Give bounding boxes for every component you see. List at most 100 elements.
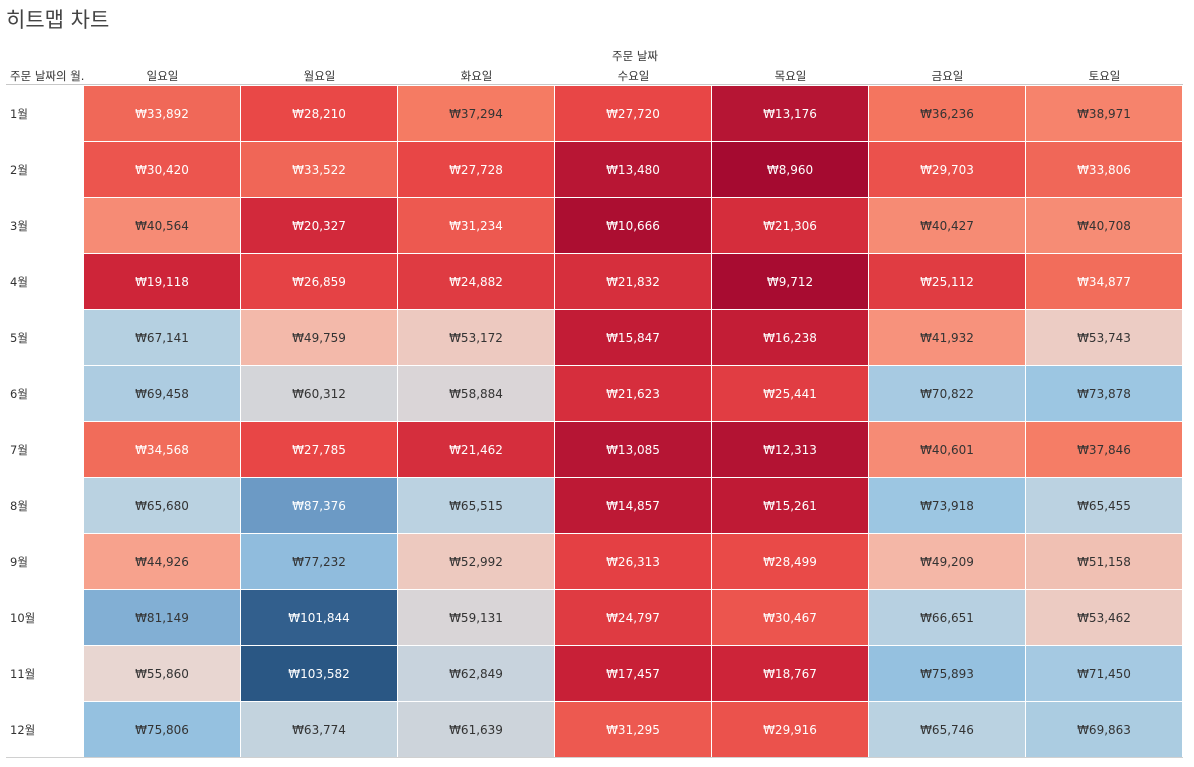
heatmap-cell[interactable]: ₩33,806 xyxy=(1026,142,1183,198)
heatmap-cell[interactable]: ₩24,882 xyxy=(398,254,555,310)
row-header: 4월 xyxy=(10,275,28,289)
heatmap-cell[interactable]: ₩24,797 xyxy=(555,590,712,646)
heatmap-cell[interactable]: ₩53,743 xyxy=(1026,310,1183,366)
heatmap-cell[interactable]: ₩36,236 xyxy=(869,86,1026,142)
column-header: 토요일 xyxy=(1088,69,1121,83)
heatmap-cell[interactable]: ₩29,703 xyxy=(869,142,1026,198)
row-header: 8월 xyxy=(10,499,28,513)
heatmap-cell[interactable]: ₩70,822 xyxy=(869,366,1026,422)
heatmap-cell[interactable]: ₩41,932 xyxy=(869,310,1026,366)
heatmap-cell[interactable]: ₩21,832 xyxy=(555,254,712,310)
heatmap-cell[interactable]: ₩8,960 xyxy=(712,142,869,198)
column-header: 목요일 xyxy=(774,69,807,83)
heatmap-cell[interactable]: ₩65,515 xyxy=(398,478,555,534)
heatmap-cell[interactable]: ₩67,141 xyxy=(84,310,241,366)
row-field-label[interactable]: 주문 날짜의 월 xyxy=(10,68,84,84)
column-header: 금요일 xyxy=(931,69,964,83)
heatmap-cell[interactable]: ₩77,232 xyxy=(241,534,398,590)
heatmap-cell[interactable]: ₩31,234 xyxy=(398,198,555,254)
column-header: 월요일 xyxy=(303,69,336,83)
heatmap-cell[interactable]: ₩37,846 xyxy=(1026,422,1183,478)
heatmap-cell[interactable]: ₩21,623 xyxy=(555,366,712,422)
heatmap-cell[interactable]: ₩40,427 xyxy=(869,198,1026,254)
heatmap-cell[interactable]: ₩65,455 xyxy=(1026,478,1183,534)
heatmap-cell[interactable]: ₩28,499 xyxy=(712,534,869,590)
heatmap-cell[interactable]: ₩51,158 xyxy=(1026,534,1183,590)
heatmap-cell[interactable]: ₩21,462 xyxy=(398,422,555,478)
column-header: 수요일 xyxy=(617,69,650,83)
column-field-label: 주문 날짜 xyxy=(612,49,658,63)
heatmap-cell[interactable]: ₩29,916 xyxy=(712,702,869,758)
heatmap-cell[interactable]: ₩20,327 xyxy=(241,198,398,254)
heatmap-cell[interactable]: ₩25,112 xyxy=(869,254,1026,310)
heatmap-cell[interactable]: ₩40,601 xyxy=(869,422,1026,478)
heatmap-cell[interactable]: ₩52,992 xyxy=(398,534,555,590)
heatmap-cell[interactable]: ₩33,892 xyxy=(84,86,241,142)
heatmap-cell[interactable]: ₩30,467 xyxy=(712,590,869,646)
heatmap-cell[interactable]: ₩10,666 xyxy=(555,198,712,254)
heatmap-cell[interactable]: ₩53,462 xyxy=(1026,590,1183,646)
heatmap-cell[interactable]: ₩21,306 xyxy=(712,198,869,254)
heatmap-cell[interactable]: ₩26,859 xyxy=(241,254,398,310)
heatmap-cell[interactable]: ₩28,210 xyxy=(241,86,398,142)
heatmap-cell[interactable]: ₩81,149 xyxy=(84,590,241,646)
heatmap-cell[interactable]: ₩27,720 xyxy=(555,86,712,142)
heatmap-cell[interactable]: ₩62,849 xyxy=(398,646,555,702)
heatmap-cell[interactable]: ₩63,774 xyxy=(241,702,398,758)
heatmap-cell[interactable]: ₩71,450 xyxy=(1026,646,1183,702)
heatmap-cell[interactable]: ₩17,457 xyxy=(555,646,712,702)
heatmap-cell[interactable]: ₩58,884 xyxy=(398,366,555,422)
heatmap-cell[interactable]: ₩61,639 xyxy=(398,702,555,758)
heatmap-cell[interactable]: ₩73,878 xyxy=(1026,366,1183,422)
heatmap-cell[interactable]: ₩49,759 xyxy=(241,310,398,366)
heatmap-cell[interactable]: ₩18,767 xyxy=(712,646,869,702)
heatmap-cell[interactable]: ₩59,131 xyxy=(398,590,555,646)
heatmap-cell[interactable]: ₩25,441 xyxy=(712,366,869,422)
heatmap-cell[interactable]: ₩13,480 xyxy=(555,142,712,198)
heatmap-cell[interactable]: ₩34,568 xyxy=(84,422,241,478)
heatmap-cell[interactable]: ₩13,085 xyxy=(555,422,712,478)
heatmap-cell[interactable]: ₩9,712 xyxy=(712,254,869,310)
heatmap-cell[interactable]: ₩75,893 xyxy=(869,646,1026,702)
heatmap-cell[interactable]: ₩66,651 xyxy=(869,590,1026,646)
heatmap-cell[interactable]: ₩37,294 xyxy=(398,86,555,142)
heatmap-cell[interactable]: ₩65,680 xyxy=(84,478,241,534)
heatmap-cell[interactable]: ₩30,420 xyxy=(84,142,241,198)
heatmap-cell[interactable]: ₩69,863 xyxy=(1026,702,1183,758)
heatmap-cell[interactable]: ₩65,746 xyxy=(869,702,1026,758)
heatmap-cell[interactable]: ₩55,860 xyxy=(84,646,241,702)
heatmap-cell[interactable]: ₩75,806 xyxy=(84,702,241,758)
heatmap-cell[interactable]: ₩44,926 xyxy=(84,534,241,590)
heatmap-cell[interactable]: ₩40,564 xyxy=(84,198,241,254)
heatmap-cell[interactable]: ₩19,118 xyxy=(84,254,241,310)
heatmap-cell[interactable]: ₩33,522 xyxy=(241,142,398,198)
heatmap-cell[interactable]: ₩16,238 xyxy=(712,310,869,366)
header-divider xyxy=(6,84,1183,85)
heatmap-cell[interactable]: ₩49,209 xyxy=(869,534,1026,590)
heatmap-cell[interactable]: ₩26,313 xyxy=(555,534,712,590)
heatmap-cell[interactable]: ₩27,728 xyxy=(398,142,555,198)
heatmap-cell[interactable]: ₩15,261 xyxy=(712,478,869,534)
heatmap-cell[interactable]: ₩40,708 xyxy=(1026,198,1183,254)
heatmap-grid: ₩33,892 ₩28,210 ₩37,294 ₩27,720 ₩13,176 ₩36,2… xyxy=(84,86,1183,758)
heatmap-cell[interactable]: ₩69,458 xyxy=(84,366,241,422)
heatmap-cell[interactable]: ₩31,295 xyxy=(555,702,712,758)
row-header: 2월 xyxy=(10,163,28,177)
heatmap-cell[interactable]: ₩53,172 xyxy=(398,310,555,366)
row-header: 5월 xyxy=(10,331,28,345)
row-header: 9월 xyxy=(10,555,28,569)
heatmap-cell[interactable]: ₩38,971 xyxy=(1026,86,1183,142)
heatmap-cell[interactable]: ₩15,847 xyxy=(555,310,712,366)
row-headers: 1월 2월 3월 4월 5월 6월 7월 8월 9월 10월 11월 12월 xyxy=(10,86,80,758)
heatmap-cell[interactable]: ₩27,785 xyxy=(241,422,398,478)
heatmap-cell[interactable]: ₩73,918 xyxy=(869,478,1026,534)
heatmap-cell[interactable]: ₩12,313 xyxy=(712,422,869,478)
heatmap-cell[interactable]: ₩34,877 xyxy=(1026,254,1183,310)
heatmap-cell[interactable]: ₩103,582 xyxy=(241,646,398,702)
heatmap-cell[interactable]: ₩101,844 xyxy=(241,590,398,646)
row-header: 3월 xyxy=(10,219,28,233)
heatmap-cell[interactable]: ₩60,312 xyxy=(241,366,398,422)
heatmap-cell[interactable]: ₩13,176 xyxy=(712,86,869,142)
heatmap-cell[interactable]: ₩14,857 xyxy=(555,478,712,534)
heatmap-cell[interactable]: ₩87,376 xyxy=(241,478,398,534)
